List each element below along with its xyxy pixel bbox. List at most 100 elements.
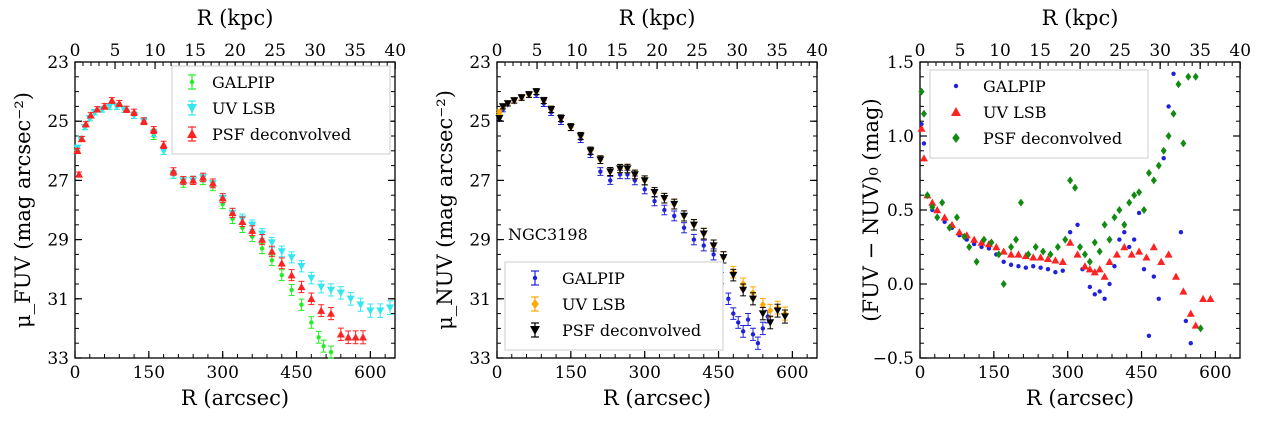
nuv-psf-deconvolved-point: [773, 307, 782, 315]
nuv-x2-tick-label: 0: [492, 41, 503, 61]
nuv-psf-deconvolved-point: [606, 168, 615, 176]
fuv-galpip-point: [299, 302, 304, 307]
nuv-psf-deconvolved-point: [749, 295, 757, 303]
nuv-ticks: 0 150 300 450 600 0 5 10 15 20 25 30 35 40 23 25 27 29 31 3…: [469, 41, 828, 383]
fuv-psf-deconvolved-point: [179, 176, 188, 184]
fuv-legend-galpip: GALPIP: [212, 73, 275, 92]
color-x2-tick-label: 40: [1229, 41, 1251, 61]
color-psf-deconvolved-point: [918, 87, 925, 96]
color-psf-deconvolved-point: [1131, 191, 1138, 200]
nuv-psf-deconvolved-point: [758, 310, 767, 318]
color-psf-deconvolved-point: [1067, 176, 1074, 185]
color-y-tick-label: 1.0: [887, 127, 914, 147]
nuv-psf-deconvolved-point: [495, 115, 504, 123]
fuv-psf-deconvolved-point: [344, 333, 353, 341]
color-galpip-point: [986, 246, 992, 251]
fuv-x2-tick-label: 40: [384, 41, 406, 61]
color-legend-symbols: [951, 83, 961, 143]
nuv-uv-lsb-point: [759, 300, 766, 309]
nuv-psf-deconvolved-point: [547, 106, 556, 114]
fuv-panel: 0 150 300 450 600 0 5 10 15 20 25 30 35 40 23 25 27 29 31 3…: [11, 6, 406, 410]
color-psf-deconvolved-point: [1101, 220, 1108, 229]
color-x-tick-label: 150: [978, 363, 1010, 383]
nuv-psf-deconvolved-point: [532, 88, 541, 96]
color-uv-lsb-point: [1105, 257, 1114, 265]
color-uv-lsb-point: [1120, 243, 1129, 251]
fuv-x-tick-label: 600: [354, 363, 386, 383]
fuv-psf-deconvolved-point: [73, 146, 82, 154]
nuv-psf-deconvolved-point: [670, 200, 679, 209]
color-x2-tick-label: 0: [915, 41, 926, 61]
color-galpip-point: [1178, 230, 1184, 235]
color-psf-deconvolved-point: [1040, 247, 1047, 256]
color-galpip-point: [1060, 268, 1065, 273]
fuv-psf-deconvolved-point: [169, 167, 178, 175]
fuv-psf-deconvolved-point: [189, 176, 198, 184]
color-psf-deconvolved-point: [1025, 250, 1032, 259]
color-psf-deconvolved-point: [988, 238, 995, 247]
color-uv-lsb-point: [1164, 250, 1173, 258]
nuv-x-tick-label: 0: [492, 363, 503, 383]
color-galpip-point: [971, 241, 977, 247]
color-uv-lsb-point: [970, 235, 979, 243]
nuv-y-tick-label: 31: [469, 290, 491, 310]
color-legend-galpip: GALPIP: [983, 77, 1046, 96]
color-uv-lsb-point: [1206, 294, 1215, 302]
nuv-galpip-point: [608, 178, 613, 183]
fuv-psf-deconvolved-point: [297, 282, 306, 291]
nuv-data-marks: [495, 87, 789, 350]
nuv-galpip-point: [662, 207, 667, 213]
fuv-psf-deconvolved-point: [93, 105, 102, 113]
color-psf-deconvolved-point: [1086, 257, 1093, 266]
color-galpip-point: [1008, 262, 1014, 267]
fuv-psf-deconvolved-point: [267, 247, 276, 255]
fuv-x-tick-label: 300: [206, 363, 238, 383]
fuv-legend-psf-deconvolved-marker: [187, 129, 197, 138]
color-y-tick-label: −0.5: [873, 349, 914, 369]
nuv-galpip-point: [711, 252, 716, 257]
color-psf-deconvolved-point: [1091, 238, 1098, 247]
color-galpip-point: [1161, 156, 1166, 161]
color-legend-psf-deconvolved-marker: [952, 133, 960, 143]
color-y-tick-label: 1.5: [887, 53, 914, 73]
fuv-uv-lsb-point: [356, 301, 365, 309]
color-x2-tick-label: 25: [1109, 41, 1131, 61]
nuv-psf-deconvolved-point: [719, 254, 728, 262]
nuv-galpip-point: [731, 311, 736, 316]
fuv-x2-tick-label: 0: [70, 41, 81, 61]
color-psf-deconvolved-point: [1081, 250, 1088, 259]
color-psf-deconvolved-point: [929, 203, 936, 212]
color-psf-deconvolved-point: [1000, 280, 1007, 288]
nuv-galpip-point: [617, 172, 623, 177]
fuv-psf-deconvolved-point: [100, 102, 109, 110]
color-galpip-point: [1107, 281, 1112, 287]
fuv-x2-tick-label: 30: [304, 41, 326, 61]
nuv-x2-tick-label: 10: [566, 41, 588, 61]
nuv-psf-deconvolved-point: [739, 286, 748, 294]
color-psf-deconvolved-point: [1145, 169, 1152, 177]
color-psf-deconvolved-point: [961, 232, 968, 241]
color-psf-deconvolved-point: [946, 223, 953, 232]
fuv-uv-lsb-point: [366, 307, 375, 315]
color-psf-deconvolved-point: [1141, 206, 1147, 214]
color-psf-deconvolved-point: [1160, 146, 1167, 155]
color-psf-deconvolved-point: [1077, 243, 1083, 251]
nuv-psf-deconvolved-point: [689, 221, 698, 229]
color-psf-deconvolved-point: [1165, 132, 1172, 140]
color-psf-deconvolved-point: [924, 191, 931, 200]
nuv-galaxy-name: NGC3198: [508, 225, 588, 244]
nuv-y-tick-label: 33: [469, 349, 491, 369]
fuv-x-tick-label: 450: [280, 363, 312, 383]
fuv-psf-deconvolved-point: [86, 111, 95, 119]
color-x2-tick-label: 15: [1029, 41, 1051, 61]
nuv-psf-deconvolved-point: [498, 103, 507, 111]
color-y-tick-label: 0.5: [887, 201, 914, 221]
color-galpip-point: [1001, 259, 1006, 264]
nuv-galpip-point: [740, 329, 746, 334]
fuv-y-tick-label: 27: [47, 171, 69, 191]
color-uv-lsb-point: [1066, 238, 1075, 246]
nuv-psf-deconvolved-point: [623, 165, 632, 173]
fuv-galpip-point: [259, 246, 265, 251]
color-psf-deconvolved-point: [1180, 139, 1187, 148]
